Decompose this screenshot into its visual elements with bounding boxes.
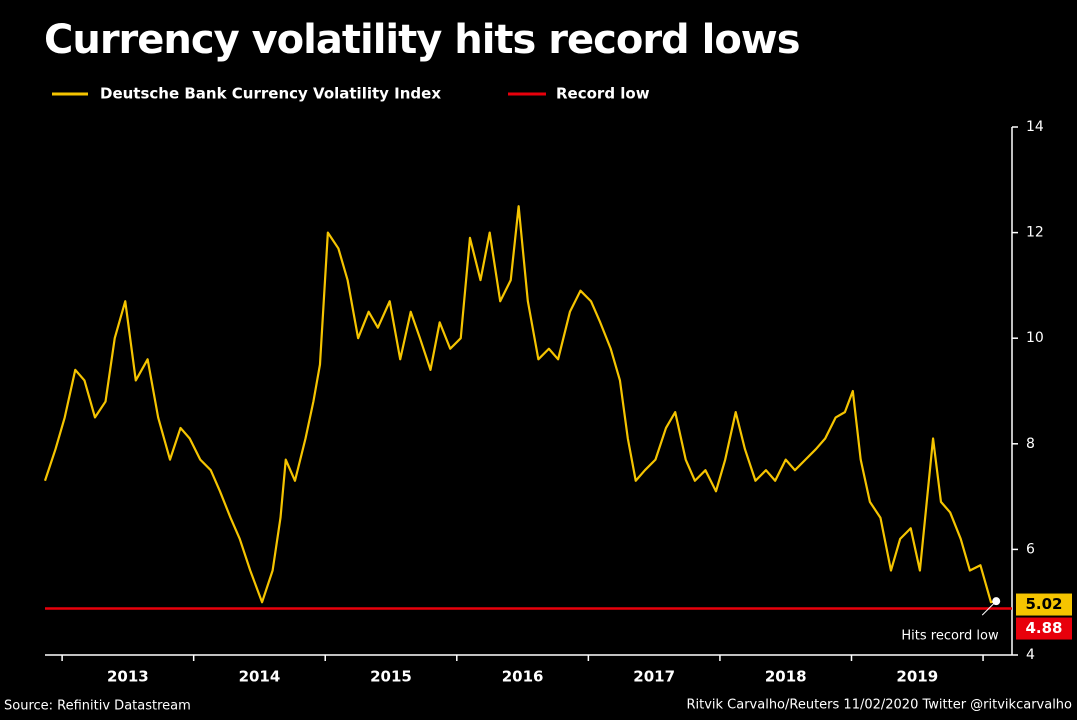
- x-tick-label: 2017: [633, 668, 675, 686]
- last-value-box: [1016, 593, 1072, 616]
- record-low-label: 4.88: [1025, 619, 1062, 637]
- x-tick-label: 2014: [239, 668, 281, 686]
- x-tick-label: 2019: [896, 668, 938, 686]
- legend-label: Record low: [556, 85, 650, 103]
- chart-title: Currency volatility hits record lows: [44, 17, 800, 63]
- y-tick-label: 6: [1026, 541, 1035, 557]
- y-tick-label: 10: [1026, 330, 1044, 346]
- y-tick-label: 12: [1026, 225, 1044, 241]
- x-tick-label: 2018: [765, 668, 807, 686]
- record-low-box: [1016, 617, 1072, 640]
- y-tick-label: 4: [1026, 647, 1035, 663]
- x-tick-label: 2015: [370, 668, 412, 686]
- annotation: Hits record low: [901, 629, 999, 644]
- y-tick-label: 14: [1026, 119, 1044, 135]
- x-tick-label: 2016: [502, 668, 544, 686]
- series-line: [43, 205, 997, 604]
- last-value-label: 5.02: [1025, 595, 1062, 613]
- legend-label: Deutsche Bank Currency Volatility Index: [100, 85, 441, 103]
- credit: Ritvik Carvalho/Reuters 11/02/2020 Twitt…: [686, 698, 1072, 713]
- source: Source: Refinitiv Datastream: [4, 699, 191, 714]
- end-point: [992, 597, 1001, 606]
- y-tick-label: 8: [1026, 436, 1035, 452]
- x-tick-label: 2013: [107, 668, 149, 686]
